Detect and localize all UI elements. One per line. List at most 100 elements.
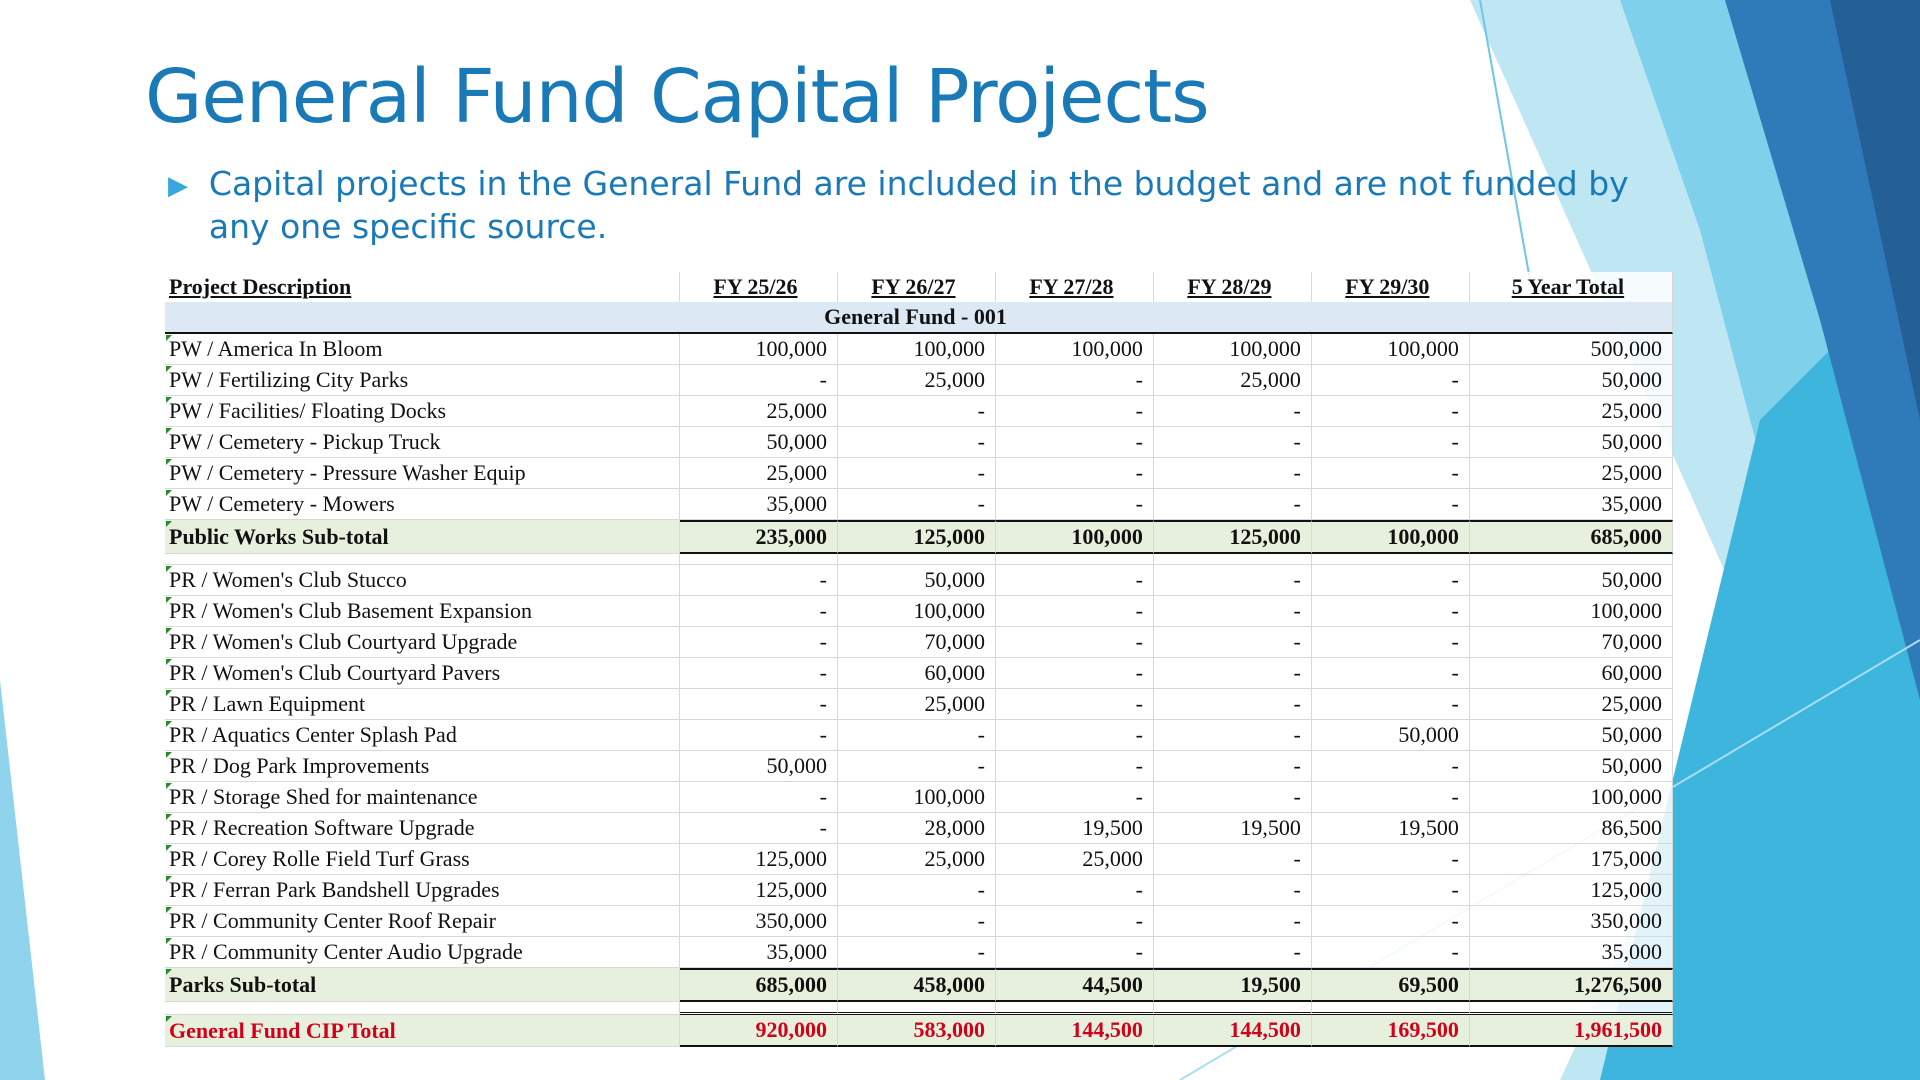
table-row: PR / Community Center Audio Upgrade 35,00… [165, 937, 1673, 968]
table-row: PW / Facilities/ Floating Docks 25,000- - -… [165, 396, 1673, 427]
project-description-cell: PR / Women's Club Courtyard Pavers [165, 658, 680, 689]
amount-cell: 100,000 [837, 334, 996, 365]
project-description-cell: PW / Facilities/ Floating Docks [165, 396, 680, 427]
amount-cell: - [837, 396, 996, 427]
bullet-text: Capital projects in the General Fund are… [208, 164, 1629, 246]
amount-cell: 25,000 [995, 844, 1154, 875]
table-row: PW / Cemetery - Pickup Truck 50,000- - - -50… [165, 427, 1673, 458]
header-fy2526: FY 25/26 [680, 272, 838, 302]
amount-cell: - [1153, 396, 1312, 427]
spacer-cell [1153, 1002, 1312, 1015]
amount-cell: - [995, 489, 1154, 520]
amount-cell: - [1311, 689, 1470, 720]
amount-cell: - [680, 565, 838, 596]
project-description-cell: PW / Cemetery - Pressure Washer Equip [165, 458, 680, 489]
amount-cell: 100,000 [1469, 782, 1673, 813]
header-project-description: Project Description [165, 272, 680, 302]
amount-cell: - [995, 937, 1154, 968]
amount-cell: - [680, 720, 838, 751]
amount-cell: - [837, 458, 996, 489]
amount-cell: - [1153, 906, 1312, 937]
amount-cell: - [1153, 458, 1312, 489]
spacer-row [165, 1002, 1673, 1015]
spacer-cell [1469, 1002, 1673, 1015]
amount-cell: - [1153, 565, 1312, 596]
amount-cell: 19,500 [1311, 813, 1470, 844]
amount-cell: - [1153, 875, 1312, 906]
amount-cell: - [837, 875, 996, 906]
header-fy2627: FY 26/27 [838, 272, 996, 302]
amount-cell: 1,276,500 [1469, 968, 1673, 1002]
amount-cell: - [995, 396, 1154, 427]
amount-cell: 125,000 [1469, 875, 1673, 906]
amount-cell: - [1153, 427, 1312, 458]
table-row: PW / Cemetery - Pressure Washer Equip 25,… [165, 458, 1673, 489]
amount-cell: - [680, 365, 838, 396]
table-row: PR / Recreation Software Upgrade -28,000 1… [165, 813, 1673, 844]
amount-cell: 69,500 [1311, 968, 1470, 1002]
amount-cell: - [1311, 458, 1470, 489]
bg-shape-mid [1830, 0, 1920, 420]
grand-total-row: General Fund CIP Total 920,000 583,000 144,… [165, 1015, 1673, 1047]
project-description-cell: PR / Recreation Software Upgrade [165, 813, 680, 844]
amount-cell: 100,000 [1311, 334, 1470, 365]
amount-cell: - [1311, 565, 1470, 596]
project-description-cell: Parks Sub-total [165, 968, 680, 1002]
spacer-cell [1469, 554, 1673, 565]
project-description-cell: PW / Cemetery - Mowers [165, 489, 680, 520]
table-row: PR / Lawn Equipment -25,000- - -25,000 [165, 689, 1673, 720]
bullet-point: ▶ Capital projects in the General Fund a… [168, 162, 1648, 248]
amount-cell: - [837, 751, 996, 782]
table-row: PR / Women's Club Basement Expansion -100… [165, 596, 1673, 627]
amount-cell: - [1311, 427, 1470, 458]
amount-cell: - [995, 365, 1154, 396]
amount-cell: - [680, 782, 838, 813]
table-row: PR / Aquatics Center Splash Pad - - - -50,00… [165, 720, 1673, 751]
project-description-cell: PR / Corey Rolle Field Turf Grass [165, 844, 680, 875]
table-row: PR / Community Center Roof Repair 350,000… [165, 906, 1673, 937]
amount-cell: - [837, 489, 996, 520]
amount-cell: - [680, 689, 838, 720]
amount-cell: 125,000 [1153, 520, 1312, 554]
project-description-cell: PW / Fertilizing City Parks [165, 365, 680, 396]
project-description-cell: PR / Ferran Park Bandshell Upgrades [165, 875, 680, 906]
table-row: PR / Women's Club Courtyard Upgrade - 70,0… [165, 627, 1673, 658]
amount-cell: - [1153, 627, 1312, 658]
spacer-cell [837, 554, 996, 565]
project-description-cell: PR / Women's Club Stucco [165, 565, 680, 596]
amount-cell: 169,500 [1311, 1015, 1470, 1047]
spacer-cell [680, 554, 838, 565]
project-description-cell: PR / Community Center Roof Repair [165, 906, 680, 937]
section-row: General Fund - 001 [165, 302, 1673, 334]
spacer-row [165, 554, 1673, 565]
bg-line [1479, 0, 1531, 281]
amount-cell: - [680, 658, 838, 689]
amount-cell: 125,000 [837, 520, 996, 554]
amount-cell: 100,000 [680, 334, 838, 365]
amount-cell: - [1153, 658, 1312, 689]
amount-cell: 50,000 [1469, 565, 1673, 596]
project-description-cell: General Fund CIP Total [165, 1015, 680, 1047]
amount-cell: 25,000 [837, 365, 996, 396]
spacer-cell [165, 1002, 680, 1015]
amount-cell: 86,500 [1469, 813, 1673, 844]
amount-cell: 350,000 [1469, 906, 1673, 937]
table-row: PW / Cemetery - Mowers 35,000- - - -35,000 [165, 489, 1673, 520]
amount-cell: - [1153, 782, 1312, 813]
amount-cell: 35,000 [680, 489, 838, 520]
amount-cell: - [1311, 365, 1470, 396]
table-row: PW / America In Bloom 100,000 100,000 100,0… [165, 334, 1673, 365]
amount-cell: - [995, 627, 1154, 658]
amount-cell: - [1311, 875, 1470, 906]
project-description-cell: PR / Women's Club Courtyard Upgrade [165, 627, 680, 658]
amount-cell: 60,000 [1469, 658, 1673, 689]
amount-cell: 50,000 [680, 427, 838, 458]
amount-cell: 100,000 [995, 520, 1154, 554]
amount-cell: - [680, 596, 838, 627]
amount-cell: 100,000 [1469, 596, 1673, 627]
amount-cell: - [1311, 658, 1470, 689]
amount-cell: 70,000 [1469, 627, 1673, 658]
amount-cell: - [995, 720, 1154, 751]
amount-cell: 25,000 [1469, 396, 1673, 427]
amount-cell: - [1311, 906, 1470, 937]
